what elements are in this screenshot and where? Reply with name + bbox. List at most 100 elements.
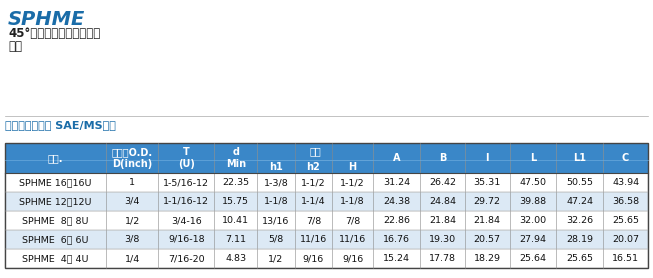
- Text: 管外径O.D.
D(inch): 管外径O.D. D(inch): [112, 147, 153, 169]
- Text: 27.94: 27.94: [520, 235, 547, 244]
- Text: H: H: [349, 162, 357, 172]
- Text: 25.65: 25.65: [612, 216, 639, 225]
- Text: 1/4: 1/4: [125, 254, 140, 263]
- Text: 5/8: 5/8: [268, 235, 283, 244]
- Bar: [5, 192, 648, 211]
- Bar: [332, 160, 374, 173]
- Bar: [465, 160, 510, 173]
- Text: h1: h1: [269, 162, 283, 172]
- Bar: [510, 143, 556, 173]
- Text: 16.51: 16.51: [612, 254, 639, 263]
- Bar: [374, 160, 420, 173]
- Text: 1-3/8: 1-3/8: [264, 178, 289, 187]
- Bar: [603, 143, 648, 173]
- Bar: [214, 160, 257, 173]
- Text: L1: L1: [573, 153, 586, 163]
- Text: 1/2: 1/2: [125, 216, 140, 225]
- Text: I: I: [485, 153, 489, 163]
- Bar: [5, 249, 648, 268]
- Text: SPHME  4－ 4U: SPHME 4－ 4U: [22, 254, 89, 263]
- Text: 43.94: 43.94: [612, 178, 639, 187]
- Text: 3/8: 3/8: [125, 235, 140, 244]
- Bar: [257, 160, 295, 173]
- Bar: [556, 160, 603, 173]
- Text: 7/16-20: 7/16-20: [168, 254, 204, 263]
- Text: 32.00: 32.00: [520, 216, 547, 225]
- Bar: [332, 143, 374, 160]
- Text: 9/16: 9/16: [303, 254, 324, 263]
- Text: 29.72: 29.72: [473, 197, 501, 206]
- Text: h2: h2: [306, 162, 320, 172]
- Text: 21.84: 21.84: [429, 216, 456, 225]
- Text: SPHME  6－ 6U: SPHME 6－ 6U: [22, 235, 89, 244]
- Text: C: C: [622, 153, 629, 163]
- Text: 1-1/2: 1-1/2: [301, 178, 326, 187]
- Text: 7/8: 7/8: [306, 216, 321, 225]
- Bar: [465, 143, 510, 173]
- Text: 1-1/8: 1-1/8: [340, 197, 365, 206]
- Text: A: A: [393, 153, 400, 163]
- Bar: [158, 160, 214, 173]
- Text: 19.30: 19.30: [429, 235, 456, 244]
- Bar: [257, 143, 374, 160]
- Text: 4.83: 4.83: [225, 254, 246, 263]
- Bar: [106, 160, 158, 173]
- Text: SPHME 16－16U: SPHME 16－16U: [19, 178, 91, 187]
- Bar: [603, 160, 648, 173]
- Text: 1-1/16-12: 1-1/16-12: [163, 197, 210, 206]
- Bar: [556, 143, 603, 160]
- Text: 24.38: 24.38: [383, 197, 410, 206]
- Bar: [5, 230, 648, 249]
- Bar: [5, 160, 106, 173]
- Text: 7.11: 7.11: [225, 235, 246, 244]
- Text: 1-1/4: 1-1/4: [301, 197, 326, 206]
- Text: d
Min: d Min: [226, 147, 246, 169]
- Text: 1-1/8: 1-1/8: [264, 197, 289, 206]
- Text: 24.84: 24.84: [429, 197, 456, 206]
- Text: 39.88: 39.88: [520, 197, 547, 206]
- Text: SPHME: SPHME: [8, 10, 86, 29]
- Text: SPHME  8－ 8U: SPHME 8－ 8U: [22, 216, 89, 225]
- Bar: [420, 143, 465, 160]
- Text: 7/8: 7/8: [345, 216, 360, 225]
- Text: 45°公螺纹垫圈密封转卡套: 45°公螺纹垫圈密封转卡套: [8, 27, 101, 40]
- Text: 10.41: 10.41: [222, 216, 249, 225]
- Bar: [5, 143, 106, 173]
- Bar: [465, 143, 510, 160]
- Text: SPHME 12－12U: SPHME 12－12U: [19, 197, 91, 206]
- Bar: [106, 143, 158, 173]
- Text: 26.42: 26.42: [429, 178, 456, 187]
- Text: 36.58: 36.58: [612, 197, 639, 206]
- Bar: [5, 173, 648, 192]
- Text: 25.64: 25.64: [520, 254, 547, 263]
- Bar: [5, 211, 648, 230]
- Bar: [420, 143, 465, 173]
- Text: 1: 1: [129, 178, 135, 187]
- Text: 20.07: 20.07: [612, 235, 639, 244]
- Text: 3/4: 3/4: [125, 197, 140, 206]
- Text: 1/2: 1/2: [268, 254, 283, 263]
- Bar: [510, 160, 556, 173]
- Text: 11/16: 11/16: [300, 235, 327, 244]
- Text: 15.24: 15.24: [383, 254, 410, 263]
- Text: 22.35: 22.35: [222, 178, 249, 187]
- Text: 宽度: 宽度: [310, 147, 321, 157]
- Text: 17.78: 17.78: [429, 254, 456, 263]
- Bar: [374, 143, 420, 173]
- Text: 1-5/16-12: 1-5/16-12: [163, 178, 210, 187]
- Bar: [556, 143, 603, 173]
- Bar: [295, 160, 332, 173]
- Text: 15.75: 15.75: [222, 197, 249, 206]
- Text: 弯头: 弯头: [8, 40, 22, 53]
- Text: 3/4-16: 3/4-16: [171, 216, 202, 225]
- Text: 连接英制管道和 SAE/MS螺纹: 连接英制管道和 SAE/MS螺纹: [5, 120, 116, 130]
- Bar: [214, 143, 257, 173]
- Text: 32.26: 32.26: [566, 216, 594, 225]
- Text: B: B: [439, 153, 446, 163]
- Text: L: L: [530, 153, 536, 163]
- Bar: [374, 143, 420, 160]
- Text: 31.24: 31.24: [383, 178, 410, 187]
- Bar: [158, 143, 214, 160]
- Text: 型号.: 型号.: [48, 153, 63, 163]
- Text: 11/16: 11/16: [339, 235, 366, 244]
